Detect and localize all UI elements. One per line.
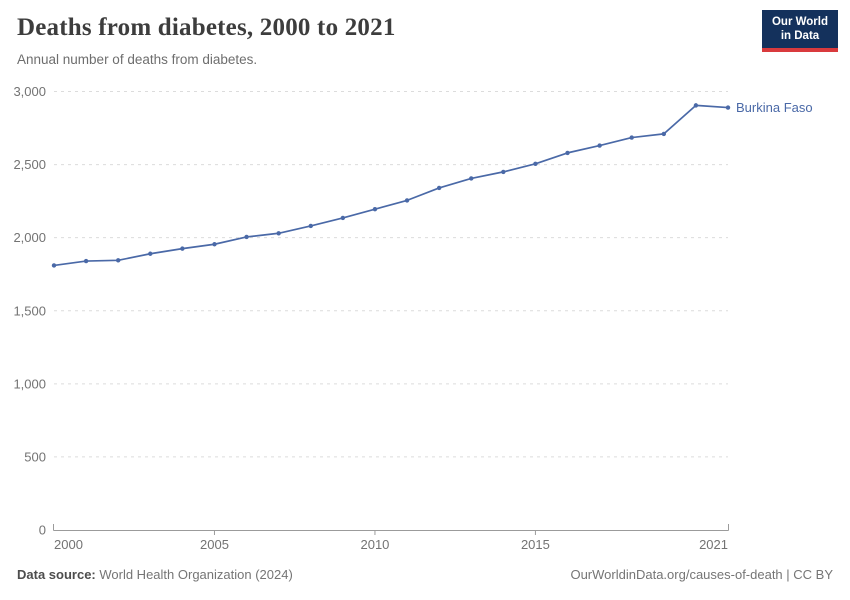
attribution-link[interactable]: OurWorldinData.org/causes-of-death | CC … bbox=[570, 567, 833, 582]
x-tick-label: 2015 bbox=[521, 537, 550, 552]
y-tick-label: 0 bbox=[39, 523, 46, 538]
data-source: Data source: World Health Organization (… bbox=[17, 567, 293, 582]
data-point-burkina-faso-2018[interactable] bbox=[629, 135, 634, 140]
data-point-burkina-faso-2007[interactable] bbox=[276, 231, 281, 236]
data-point-burkina-faso-2020[interactable] bbox=[693, 103, 699, 108]
series-line-burkina-faso[interactable] bbox=[53, 104, 729, 267]
data-point-burkina-faso-2011[interactable] bbox=[404, 198, 410, 203]
data-point-burkina-faso-2002[interactable] bbox=[115, 258, 121, 263]
data-point-burkina-faso-2013[interactable] bbox=[469, 176, 474, 181]
data-point-burkina-faso-2021[interactable] bbox=[725, 105, 731, 110]
data-point-burkina-faso-2010[interactable] bbox=[372, 206, 378, 212]
y-tick-label: 3,000 bbox=[13, 84, 46, 99]
y-tick-label: 500 bbox=[24, 449, 46, 464]
y-tick-label: 1,500 bbox=[13, 303, 46, 318]
logo-line2: in Data bbox=[780, 30, 820, 43]
data-point-burkina-faso-2004[interactable] bbox=[180, 246, 185, 251]
data-point-burkina-faso-2006[interactable] bbox=[244, 234, 249, 240]
data-point-burkina-faso-2019[interactable] bbox=[661, 131, 667, 137]
data-point-burkina-faso-2009[interactable] bbox=[340, 215, 346, 221]
data-point-burkina-faso-2015[interactable] bbox=[533, 161, 538, 167]
x-tick-label: 2021 bbox=[699, 537, 728, 552]
data-point-burkina-faso-2003[interactable] bbox=[148, 251, 153, 256]
data-point-burkina-faso-2016[interactable] bbox=[565, 150, 570, 156]
data-point-burkina-faso-2017[interactable] bbox=[597, 143, 602, 148]
data-point-burkina-faso-2008[interactable] bbox=[308, 223, 313, 229]
data-point-burkina-faso-2000[interactable] bbox=[51, 263, 57, 268]
y-tick-label: 1,000 bbox=[13, 376, 46, 391]
series-label-burkina-faso[interactable]: Burkina Faso bbox=[736, 100, 813, 115]
page-title: Deaths from diabetes, 2000 to 2021 bbox=[17, 14, 396, 41]
y-tick-label: 2,500 bbox=[13, 157, 46, 172]
data-point-burkina-faso-2005[interactable] bbox=[212, 242, 217, 247]
x-tick-label: 2005 bbox=[200, 537, 229, 552]
owid-logo[interactable]: Our World in Data bbox=[762, 10, 838, 52]
data-point-burkina-faso-2014[interactable] bbox=[501, 169, 506, 175]
x-tick-label: 2000 bbox=[54, 537, 83, 552]
logo-line1: Our World bbox=[771, 16, 828, 28]
x-tick-label: 2010 bbox=[360, 537, 389, 552]
data-point-burkina-faso-2001[interactable] bbox=[83, 258, 89, 264]
data-source-value: World Health Organization (2024) bbox=[95, 567, 293, 582]
data-point-burkina-faso-2012[interactable] bbox=[436, 185, 442, 191]
y-tick-label: 2,000 bbox=[13, 230, 46, 245]
chart-subtitle: Annual number of deaths from diabetes. bbox=[17, 52, 258, 67]
data-source-label: Data source: bbox=[17, 567, 96, 582]
